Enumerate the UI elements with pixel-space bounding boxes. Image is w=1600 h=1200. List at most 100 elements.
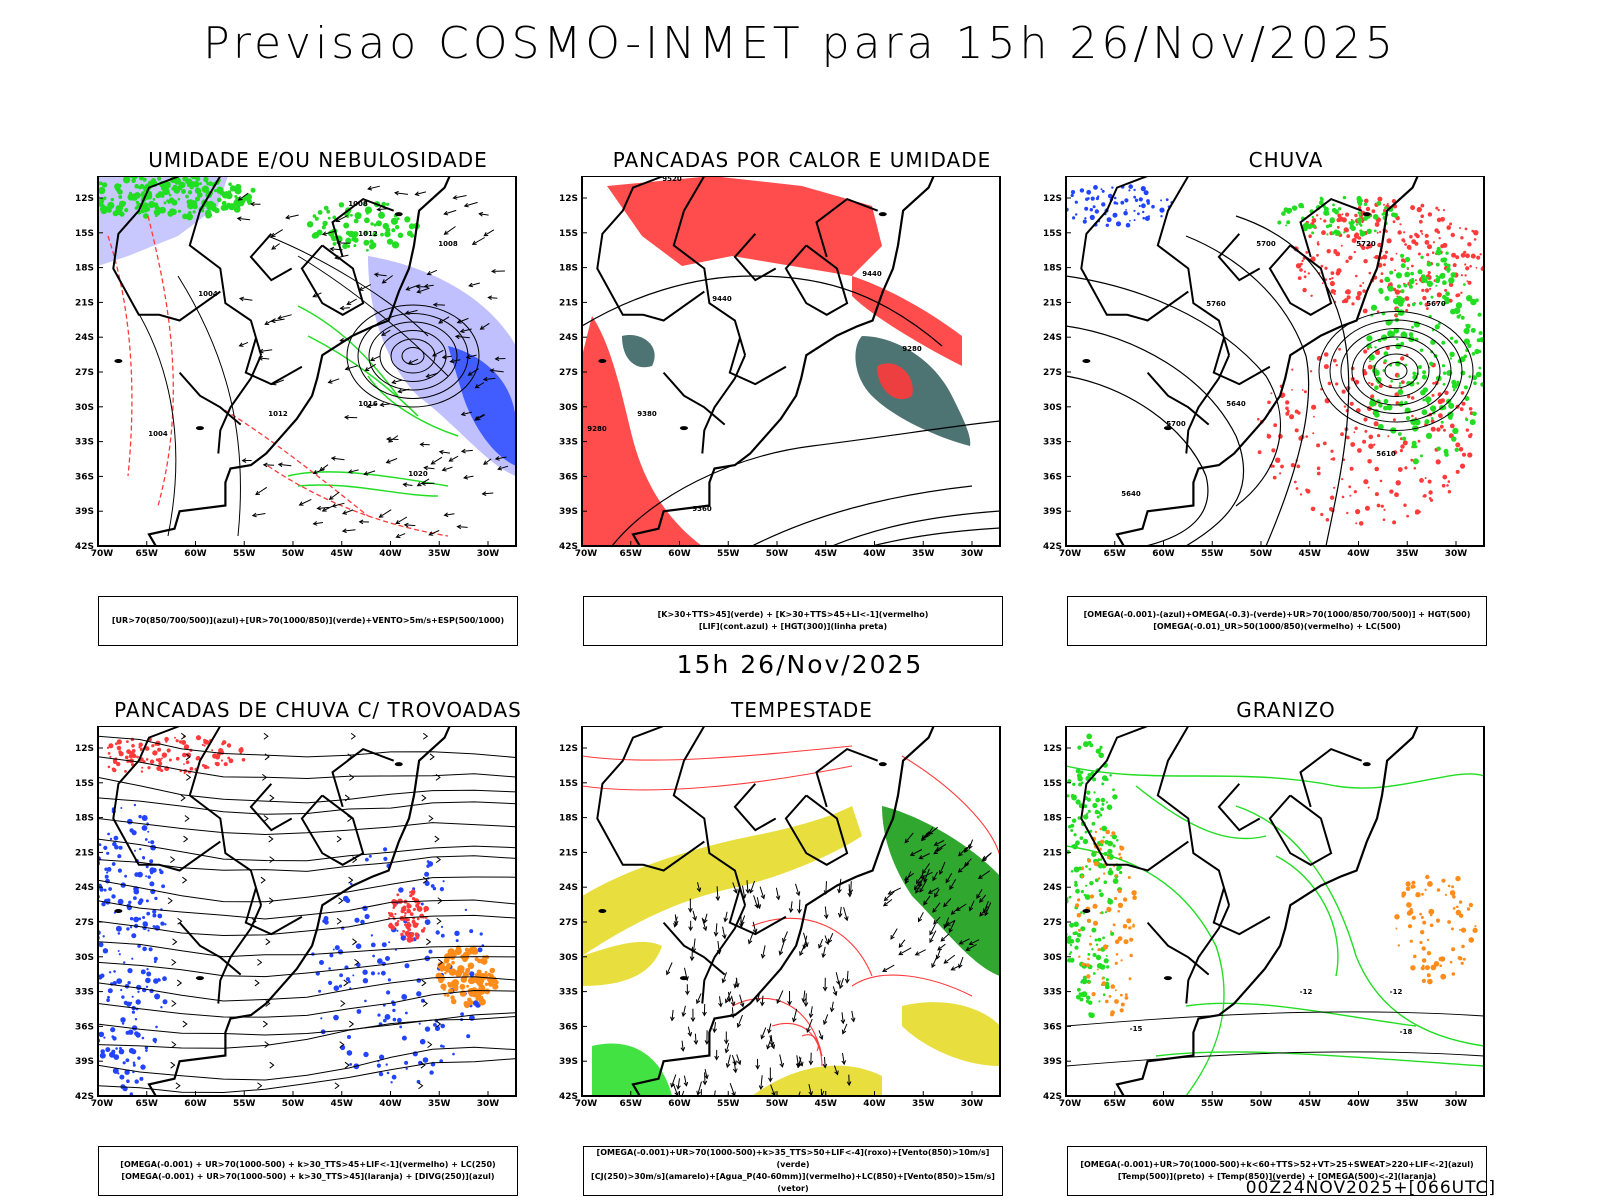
omega-orange [1087,957,1090,961]
rain-green [1478,366,1482,370]
humidity-low-levels [366,248,369,252]
wind-vector-850 [729,1083,736,1096]
omega-orange [1415,892,1421,898]
rain-blue [1140,186,1146,192]
divergence-blue [440,1023,446,1029]
vector-head [768,1077,773,1083]
rain-red [1436,217,1442,223]
thunder-orange [452,984,459,991]
rain-red [1374,222,1380,227]
vector-head [367,185,373,191]
divergence-blue [428,949,433,954]
humidity-low-levels [166,199,169,203]
vector-head [948,928,953,934]
wind-vector-850 [810,1006,813,1018]
rain-red [1426,253,1430,257]
lon-tick-label: 55W [717,549,740,559]
wind-vector-850 [843,907,848,921]
divergence-blue [424,871,430,877]
coastline [631,176,935,546]
rain-green [1449,357,1453,360]
wind-vector-850 [831,1001,834,1012]
rain-red [1301,259,1304,263]
country-border [178,921,242,976]
rain-red [1378,383,1383,388]
vector-head [788,908,794,914]
wind-vector [359,284,372,291]
rain-red [1405,308,1409,312]
streamline-arrow [426,938,432,946]
wind-vector [444,209,457,215]
vector-head [796,1097,800,1101]
humidity-low-levels [169,209,174,214]
rain-red [1345,259,1349,263]
temp850-green [1094,938,1098,942]
divergence-blue [162,999,168,1005]
country-border [784,244,849,316]
rain-red [1348,255,1353,260]
lake [394,762,403,767]
thunder-red [106,746,110,749]
humidity-low-levels [206,182,210,186]
rain-red [1312,432,1315,435]
temp850-green [1075,937,1081,943]
thunder-red [394,922,399,927]
rain-red [1299,268,1303,272]
humidity-low-levels [227,190,232,194]
divergence-blue [127,981,131,985]
temp850-green [1105,978,1109,982]
rain-red [1442,209,1445,212]
vector-head [312,293,318,298]
contour-label: 1012 [358,230,378,238]
thunder-red [118,751,124,757]
divergence-blue [118,953,121,956]
rain-blue [1125,209,1127,211]
rain-green [1408,284,1413,289]
omega-orange [1122,897,1128,902]
thunder-orange [470,980,475,984]
rain-green [1372,214,1379,220]
temp850-green [1105,954,1108,957]
thunder-red [423,910,426,913]
rain-red [1403,231,1406,234]
wind-vector [455,335,470,339]
humidity-low-levels [404,216,411,223]
map-content [98,726,516,1096]
rain-red [1286,409,1290,413]
rain-red [1416,207,1422,212]
lat-tick-label: 42S [1043,542,1062,552]
rain-green [1349,223,1354,228]
country-border [1299,197,1363,258]
rain-blue [1125,222,1131,228]
streamline-arrow [354,958,360,966]
vector-head [806,1028,811,1033]
streamline-arrow [336,835,342,843]
rain-green [1398,384,1401,388]
divergence-blue [147,830,150,833]
rain-red [1379,230,1382,233]
rain-green [1389,270,1394,275]
vector-head [443,230,449,235]
vector-head [840,1019,846,1025]
legend-line: [Temp(500)](preto) + [Temp(850)](verde) … [1117,1172,1437,1181]
rain-green [1332,203,1335,207]
rain-red [1424,477,1427,479]
vector-head [801,998,807,1004]
rain-green [1405,416,1411,421]
lat-tick-label: 18S [1043,814,1062,824]
humidity-low-levels [221,191,229,199]
wind-vector-850 [790,901,793,913]
streamline-250 [98,855,516,872]
vector-head [775,895,781,901]
wind-vector-850 [968,839,974,849]
divergence-blue [362,969,368,975]
divergence-blue [142,856,145,859]
thunder-orange [464,947,469,952]
vector-head [983,908,988,914]
lat-tick-label: 36S [75,472,94,482]
thunder-orange [447,981,451,986]
lat-tick-label: 24S [1043,883,1062,893]
omega-orange [1128,926,1132,930]
divergence-blue [479,932,483,936]
